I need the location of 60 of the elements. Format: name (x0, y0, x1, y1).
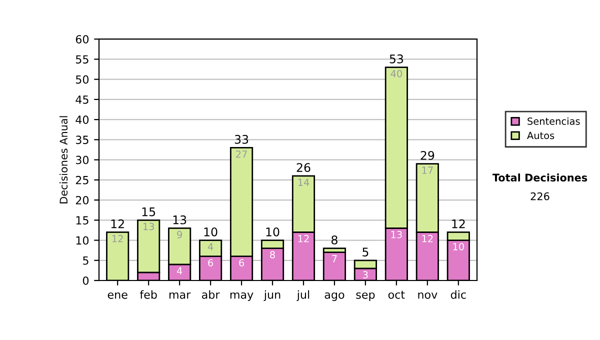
total-label: 12 (452, 219, 465, 228)
data-label: 4 (176, 267, 182, 274)
data-label: 9 (177, 230, 182, 238)
x-tick-label: feb (140, 290, 157, 299)
total-label: 29 (420, 150, 434, 160)
y-tick-label: 0 (82, 276, 89, 285)
x-tick-label: abr (202, 290, 220, 299)
total-label: 26 (296, 163, 310, 172)
text: Total Decisiones (492, 173, 588, 182)
data-label: 6 (208, 259, 214, 266)
x-tick-label: dic (450, 290, 466, 299)
x-tick-label: may (230, 292, 254, 301)
data-label: 3 (363, 271, 368, 278)
data-label: 14 (298, 178, 310, 186)
y-tick-label: 20 (76, 196, 89, 204)
data-label: 13 (143, 222, 154, 230)
data-label: 17 (422, 166, 433, 174)
x-tick-label: nov (418, 292, 438, 299)
data-label: 10 (453, 242, 464, 250)
x-tick-label: ene (108, 292, 128, 299)
data-label: 4 (208, 243, 214, 250)
y-tick-label: 10 (76, 236, 89, 245)
data-label: 6 (239, 259, 244, 266)
y-axis-title: Decisiones Anual (60, 116, 68, 204)
x-tick-label: ago (324, 292, 344, 301)
y-tick-label: 40 (76, 116, 89, 124)
legend-label: Autos (527, 132, 554, 140)
y-tick-label: 15 (76, 216, 88, 225)
y-tick-label: 45 (76, 96, 88, 104)
total-label: 10 (204, 227, 218, 236)
y-tick-label: 5 (83, 256, 88, 265)
text: 226 (530, 192, 550, 200)
data-label: 12 (422, 234, 433, 242)
legend-label: Sentencias (528, 117, 580, 125)
x-tick-label: oct (388, 290, 405, 299)
total-label: 13 (173, 215, 186, 224)
y-tick-label: 25 (76, 176, 88, 184)
x-tick-label: mar (169, 292, 191, 299)
total-label: 53 (390, 54, 404, 64)
data-label: 27 (236, 150, 247, 158)
y-tick-label: 55 (76, 55, 88, 64)
total-label: 10 (266, 227, 280, 236)
x-tick-label: jul (296, 290, 310, 301)
x-tick-label: jun (264, 290, 280, 301)
total-label: 5 (362, 248, 368, 256)
y-tick-label: 60 (76, 35, 89, 44)
data-label: 13 (391, 230, 402, 238)
data-label: 40 (390, 70, 402, 78)
y-tick-label: 50 (76, 75, 89, 84)
y-tick-label: 35 (76, 136, 88, 144)
x-tick-label: sep (356, 292, 375, 301)
data-label: 7 (332, 255, 337, 262)
data-label: 12 (298, 234, 309, 242)
total-label: 12 (111, 219, 124, 228)
y-tick-label: 30 (76, 156, 89, 164)
total-label: 33 (234, 134, 248, 144)
data-label: 12 (112, 234, 123, 242)
data-label: 8 (270, 251, 275, 258)
total-label: 8 (332, 235, 338, 244)
total-label: 15 (142, 207, 156, 216)
